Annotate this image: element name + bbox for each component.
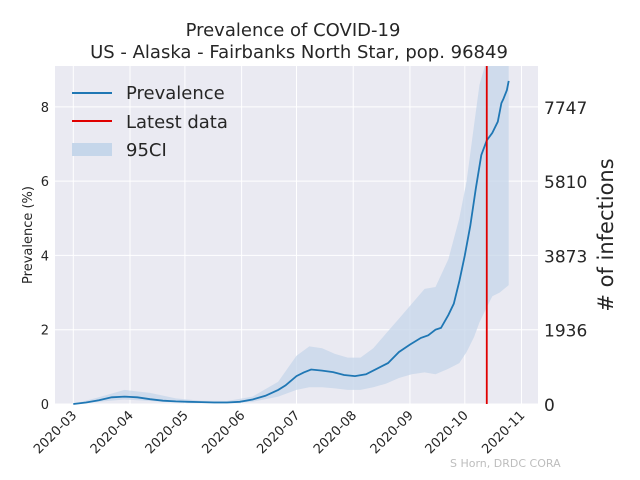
x-tick-label: 2020-10	[423, 408, 472, 457]
x-tick-label: 2020-06	[199, 408, 248, 457]
y-tick-label: 4	[41, 249, 49, 264]
y-tick-label: 6	[41, 175, 49, 190]
y-tick-labels: 0 2 4 6 8	[41, 101, 49, 413]
x-tick-labels: 2020-03 2020-04 2020-05 2020-06 2020-07 2020-…	[31, 408, 528, 457]
right-axis-label: # of infections	[594, 158, 618, 311]
right-tick-labels: 0 1936 3873 5810 7747	[544, 99, 587, 416]
x-tick-label: 2020-11	[479, 408, 528, 457]
prevalence-line	[73, 80, 510, 405]
right-tick-label: 1936	[544, 322, 587, 342]
credit-text: S Horn, DRDC CORA	[450, 457, 561, 470]
x-tick-label: 2020-05	[143, 408, 192, 457]
x-tick-label: 2020-03	[31, 408, 80, 457]
right-tick-label: 3873	[544, 247, 587, 267]
y-tick-label: 0	[41, 398, 49, 413]
chart-title: Prevalence of COVID-19	[186, 20, 401, 41]
x-tick-label: 2020-09	[368, 408, 417, 457]
ci95-band	[73, 66, 509, 404]
x-tick-label: 2020-08	[311, 408, 360, 457]
legend-ci-swatch	[72, 143, 112, 156]
y-tick-label: 8	[41, 101, 49, 116]
right-tick-label: 7747	[544, 99, 587, 119]
chart-subtitle: US - Alaska - Fairbanks North Star, pop.…	[90, 42, 508, 63]
right-tick-label: 0	[544, 396, 555, 416]
y-axis-label: Prevalence (%)	[21, 186, 36, 284]
legend-prevalence-label: Prevalence	[126, 83, 225, 104]
x-tick-label: 2020-04	[88, 408, 137, 457]
y-tick-label: 2	[41, 324, 49, 339]
legend: Prevalence Latest data 95CI	[72, 83, 228, 161]
legend-latest-label: Latest data	[126, 112, 228, 133]
right-tick-label: 5810	[544, 173, 587, 193]
legend-ci-label: 95CI	[126, 140, 167, 161]
x-tick-label: 2020-07	[254, 408, 303, 457]
